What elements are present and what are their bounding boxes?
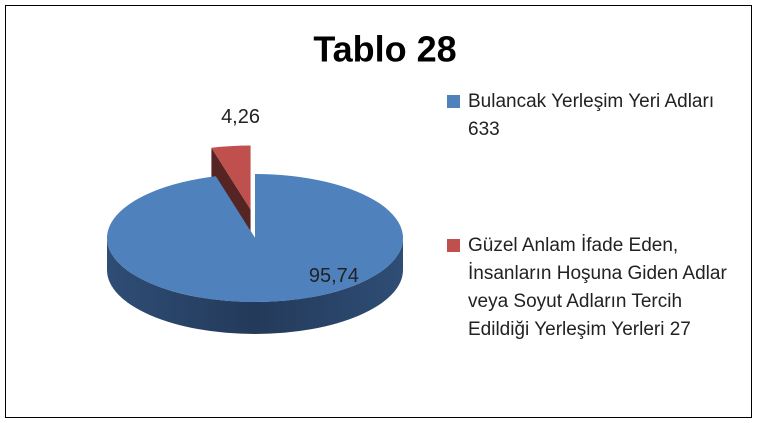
- slice: [211, 145, 251, 210]
- legend-item: Bulancak Yerleşim Yeri Adları 633: [447, 88, 732, 144]
- pie: 95,74 4,26: [106, 106, 403, 334]
- legend-swatch: [447, 239, 460, 252]
- chart-title: Tablo 28: [313, 29, 456, 70]
- data-label: 4,26: [221, 106, 260, 128]
- legend-label: Güzel Anlam İfade Eden, İnsanların Hoşun…: [468, 235, 727, 340]
- data-label: 95,74: [309, 265, 359, 287]
- legend-label: Bulancak Yerleşim Yeri Adları 633: [468, 91, 715, 140]
- legend-item: Güzel Anlam İfade Eden, İnsanların Hoşun…: [447, 232, 732, 344]
- slice-side: [107, 238, 403, 334]
- legend-swatch: [447, 95, 460, 108]
- slice: [106, 174, 403, 302]
